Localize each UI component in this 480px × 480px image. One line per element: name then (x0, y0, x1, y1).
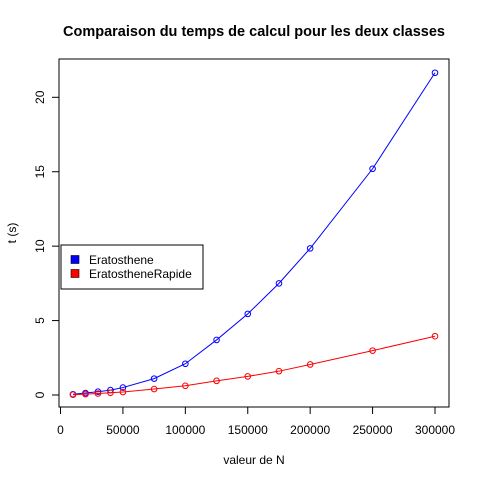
data-point (369, 165, 376, 173)
y-tick-label: 15 (33, 165, 47, 179)
x-tick-label: 200000 (290, 423, 330, 437)
series-EratostheneRapide (69, 332, 439, 399)
data-point (431, 69, 439, 77)
data-point (306, 361, 314, 368)
data-point (306, 245, 314, 252)
data-point (69, 391, 77, 399)
y-tick-label: 0 (33, 391, 47, 398)
series-Eratosthene (69, 69, 439, 398)
legend-label: EratostheneRapide (89, 267, 192, 281)
data-point (107, 389, 114, 397)
plot-area-frame (58, 58, 450, 408)
series-line (72, 335, 436, 396)
data-point (213, 336, 220, 344)
data-point (182, 382, 189, 390)
data-point (244, 373, 252, 380)
data-point (119, 384, 127, 391)
x-axis-label: valeur de N (223, 453, 284, 467)
x-tick-label: 50000 (106, 423, 140, 437)
x-tick-label: 100000 (165, 423, 205, 437)
x-tick-label: 0 (57, 423, 64, 437)
data-point (94, 388, 102, 396)
data-point (275, 367, 283, 375)
data-point (213, 377, 220, 385)
y-tick-label: 5 (33, 317, 47, 324)
data-point (150, 375, 158, 382)
chart-title: Comparaison du temps de calcul pour les … (63, 24, 445, 40)
x-tick-label: 300000 (415, 423, 455, 437)
y-tick-label: 10 (33, 239, 47, 253)
x-tick-label: 250000 (353, 423, 393, 437)
x-tick-label: 150000 (228, 423, 268, 437)
y-axis-label: t (s) (5, 223, 19, 244)
data-point (244, 310, 252, 318)
legend-swatch (70, 255, 80, 264)
data-point (82, 390, 89, 398)
x-axis: 0 50000 100000 150000 200000 250000 300000 (57, 406, 455, 437)
legend-swatch (70, 269, 80, 278)
y-tick-label: 20 (33, 90, 47, 104)
data-point (275, 280, 283, 287)
legend-label: Eratosthene (89, 253, 154, 267)
data-point (150, 385, 158, 393)
data-point (94, 390, 102, 397)
data-point (119, 388, 127, 396)
series-line (72, 72, 436, 395)
y-axis: 0 5 10 15 20 (33, 90, 60, 398)
series-layer (69, 69, 439, 399)
data-point (182, 360, 189, 368)
legend-frame (60, 244, 204, 290)
data-point (431, 332, 439, 340)
data-point (369, 347, 376, 354)
